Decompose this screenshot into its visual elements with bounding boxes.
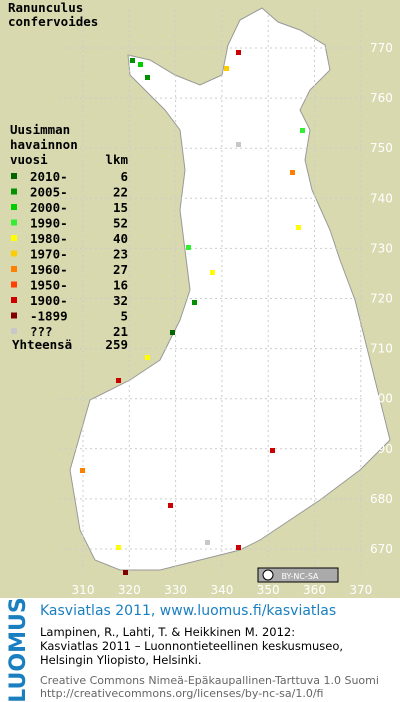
legend-total-count: 259 — [105, 337, 128, 352]
legend-swatch — [11, 188, 17, 195]
legend-heading: vuosi — [10, 152, 48, 167]
legend-count: 32 — [113, 293, 128, 308]
y-tick-label: 710 — [370, 342, 393, 356]
legend-swatch — [11, 281, 17, 288]
legend-swatch — [11, 250, 17, 257]
title-line: Ranunculus — [8, 0, 83, 15]
y-tick-label: 700 — [370, 392, 393, 406]
legend-count-heading: lkm — [105, 152, 128, 167]
x-tick-label: 330 — [164, 583, 187, 597]
square — [138, 62, 143, 67]
legend-label: -1899 — [30, 309, 68, 324]
y-tick-label: 740 — [370, 191, 393, 205]
legend-label: 2005- — [30, 185, 68, 200]
legend-swatch — [11, 235, 17, 241]
legend-swatch — [11, 297, 17, 303]
y-tick-label: 730 — [370, 241, 393, 255]
title-line: confervoides — [8, 14, 98, 29]
legend-swatch — [11, 173, 17, 179]
x-tick-label: 370 — [349, 583, 372, 597]
legend-swatch — [11, 204, 17, 210]
square — [290, 170, 295, 175]
square — [170, 330, 175, 335]
badge-box — [257, 567, 339, 583]
legend-heading: havainnon — [10, 137, 78, 152]
x-tick-label: 340 — [210, 583, 233, 597]
legend-label: 1950- — [30, 278, 68, 293]
license-line: http://creativecommons.org/licenses/by-n… — [40, 687, 323, 700]
square — [270, 448, 275, 453]
square — [145, 75, 150, 80]
license-badge: BY-NC-SA — [257, 567, 339, 583]
square — [145, 355, 150, 360]
legend-label: 2000- — [30, 200, 68, 215]
y-tick-label: 750 — [370, 141, 393, 155]
y-tick-label: 690 — [370, 442, 393, 456]
occurrence-squares — [80, 50, 305, 575]
legend: 2010- 6 2005- 22 2000- 15 1990- 52 1980- 40 1970- 2… — [11, 169, 128, 339]
square — [123, 570, 128, 575]
y-tick-label: 760 — [370, 91, 393, 105]
legend-label: 1990- — [30, 216, 68, 231]
square — [80, 468, 85, 473]
license-line: Creative Commons Nimeä-Epäkaupallinen-Ta… — [40, 674, 379, 687]
square — [116, 378, 121, 383]
legend-count: 5 — [120, 309, 128, 324]
square — [236, 545, 241, 550]
legend-count: 22 — [113, 185, 128, 200]
square — [210, 270, 215, 275]
legend-swatch — [11, 266, 17, 272]
citation-line: Kasviatlas 2011 – Luonnontieteellinen ke… — [40, 639, 343, 653]
citation-line: Lampinen, R., Lahti, T. & Heikkinen M. 2… — [40, 625, 295, 639]
finland-outline — [69, 7, 391, 571]
square — [224, 66, 229, 71]
badge-text: BY-NC-SA — [281, 572, 319, 581]
square — [205, 540, 210, 545]
grid — [60, 10, 362, 575]
x-tick-label: 310 — [72, 583, 95, 597]
legend-label: 1980- — [30, 231, 68, 246]
legend-label: ??? — [30, 324, 53, 339]
legend-swatch — [11, 312, 17, 319]
y-tick-label: 680 — [370, 492, 393, 506]
legend-count: 21 — [113, 324, 128, 339]
legend-swatch — [11, 328, 17, 334]
square — [186, 245, 191, 250]
square — [192, 300, 197, 305]
x-tick-label: 360 — [303, 583, 326, 597]
legend-label: 1960- — [30, 262, 68, 277]
brand: LUOMUS — [6, 597, 31, 702]
legend-count: 6 — [120, 169, 128, 184]
legend-count: 15 — [113, 200, 128, 215]
legend-count: 52 — [113, 216, 128, 231]
legend-label: 1970- — [30, 247, 68, 262]
legend-swatch — [11, 219, 17, 226]
legend-count: 16 — [113, 278, 128, 293]
citation-line: Helsingin Yliopisto, Helsinki. — [40, 653, 202, 667]
legend-heading: Uusimman — [10, 122, 70, 137]
x-tick-label: 320 — [118, 583, 141, 597]
legend-count: 40 — [113, 231, 128, 246]
legend-count: 23 — [113, 247, 128, 262]
legend-count: 27 — [113, 262, 128, 277]
legend-label: 1900- — [30, 293, 68, 308]
square — [236, 50, 241, 55]
square — [300, 128, 305, 133]
y-tick-label: 720 — [370, 292, 393, 306]
square — [168, 503, 173, 508]
legend-total-label: Yhteensä — [12, 337, 72, 352]
y-tick-label: 770 — [370, 41, 393, 55]
legend-label: 2010- — [30, 169, 68, 184]
link[interactable]: Kasviatlas 2011, www.luomus.fi/kasviatla… — [40, 603, 336, 619]
square — [236, 142, 241, 147]
cc-icon — [262, 569, 274, 581]
x-tick-label: 350 — [257, 583, 280, 597]
square — [296, 225, 301, 230]
square — [116, 545, 121, 550]
square — [130, 58, 135, 63]
y-tick-label: 670 — [370, 542, 393, 556]
